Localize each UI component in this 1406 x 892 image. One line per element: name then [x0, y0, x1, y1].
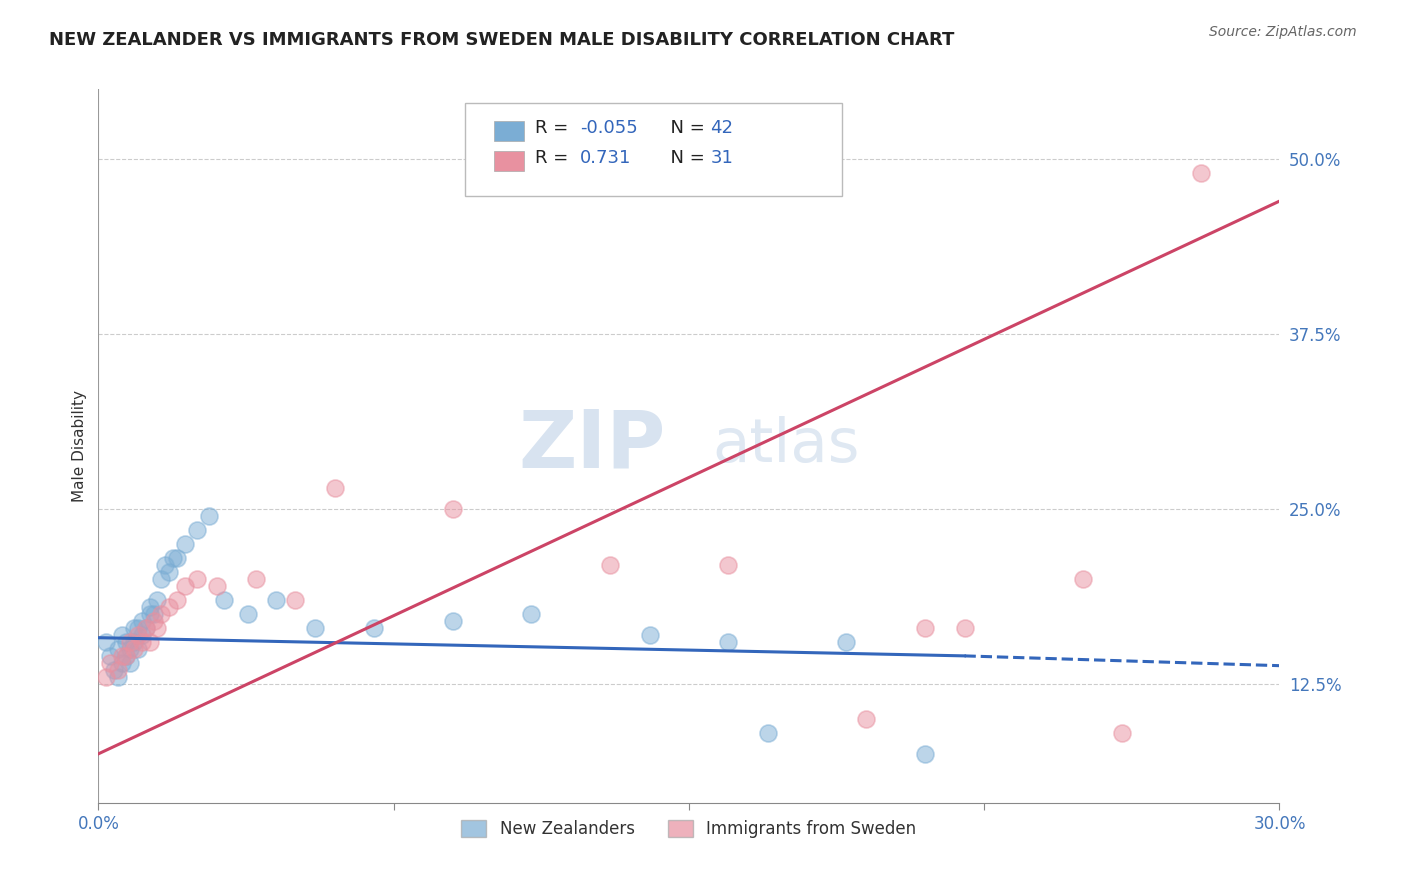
Point — [107, 663, 129, 677]
Point — [441, 502, 464, 516]
Point — [115, 648, 138, 663]
Point — [131, 614, 153, 628]
Point — [146, 593, 169, 607]
Point — [146, 621, 169, 635]
Point — [166, 593, 188, 607]
Point — [236, 607, 259, 621]
Point — [214, 593, 236, 607]
Point — [638, 628, 661, 642]
Point — [1189, 166, 1212, 180]
Point — [717, 558, 740, 572]
Bar — [494, 121, 523, 141]
Point — [174, 537, 197, 551]
FancyBboxPatch shape — [464, 103, 842, 196]
Point — [107, 641, 129, 656]
Text: R =: R = — [536, 150, 581, 168]
Text: ZIP: ZIP — [517, 407, 665, 485]
Point — [953, 621, 976, 635]
Text: N =: N = — [659, 150, 711, 168]
Point — [717, 635, 740, 649]
Point — [122, 641, 145, 656]
Legend: New Zealanders, Immigrants from Sweden: New Zealanders, Immigrants from Sweden — [454, 813, 924, 845]
Text: R =: R = — [536, 120, 575, 137]
Point — [197, 508, 219, 523]
Point — [162, 550, 184, 565]
Point — [363, 621, 385, 635]
Point — [111, 628, 134, 642]
Point — [96, 635, 118, 649]
Text: -0.055: -0.055 — [581, 120, 638, 137]
Text: atlas: atlas — [713, 417, 860, 475]
Text: 0.731: 0.731 — [581, 150, 631, 168]
Point — [111, 648, 134, 663]
Point — [441, 614, 464, 628]
Point — [142, 607, 165, 621]
Point — [186, 523, 208, 537]
Point — [157, 565, 180, 579]
Point — [914, 621, 936, 635]
Point — [284, 593, 307, 607]
Point — [122, 621, 145, 635]
Point — [98, 656, 121, 670]
Point — [122, 635, 145, 649]
Point — [245, 572, 267, 586]
Point — [150, 607, 173, 621]
Point — [98, 648, 121, 663]
Point — [127, 628, 149, 642]
Point — [107, 670, 129, 684]
Point — [914, 747, 936, 761]
Point — [127, 621, 149, 635]
Point — [142, 614, 165, 628]
Point — [264, 593, 287, 607]
Text: NEW ZEALANDER VS IMMIGRANTS FROM SWEDEN MALE DISABILITY CORRELATION CHART: NEW ZEALANDER VS IMMIGRANTS FROM SWEDEN … — [49, 31, 955, 49]
Point — [205, 579, 228, 593]
Point — [166, 550, 188, 565]
Point — [174, 579, 197, 593]
Point — [131, 628, 153, 642]
Point — [157, 599, 180, 614]
Point — [1111, 726, 1133, 740]
Text: 42: 42 — [710, 120, 733, 137]
Point — [855, 712, 877, 726]
Text: N =: N = — [659, 120, 711, 137]
Point — [150, 572, 173, 586]
Point — [118, 656, 141, 670]
Point — [127, 641, 149, 656]
Point — [323, 481, 346, 495]
Text: Source: ZipAtlas.com: Source: ZipAtlas.com — [1209, 25, 1357, 39]
Point — [304, 621, 326, 635]
Point — [138, 635, 160, 649]
Point — [135, 621, 157, 635]
Point — [835, 635, 858, 649]
Y-axis label: Male Disability: Male Disability — [72, 390, 87, 502]
Point — [118, 635, 141, 649]
Point — [115, 648, 138, 663]
Point — [138, 599, 160, 614]
Point — [118, 641, 141, 656]
Text: 31: 31 — [710, 150, 733, 168]
Point — [111, 656, 134, 670]
Point — [1071, 572, 1094, 586]
Point — [520, 607, 543, 621]
Point — [599, 558, 621, 572]
Point — [131, 635, 153, 649]
Bar — [494, 152, 523, 171]
Point — [756, 726, 779, 740]
Point — [155, 558, 177, 572]
Point — [135, 621, 157, 635]
Point — [103, 663, 125, 677]
Point — [115, 635, 138, 649]
Point — [138, 607, 160, 621]
Point — [186, 572, 208, 586]
Point — [96, 670, 118, 684]
